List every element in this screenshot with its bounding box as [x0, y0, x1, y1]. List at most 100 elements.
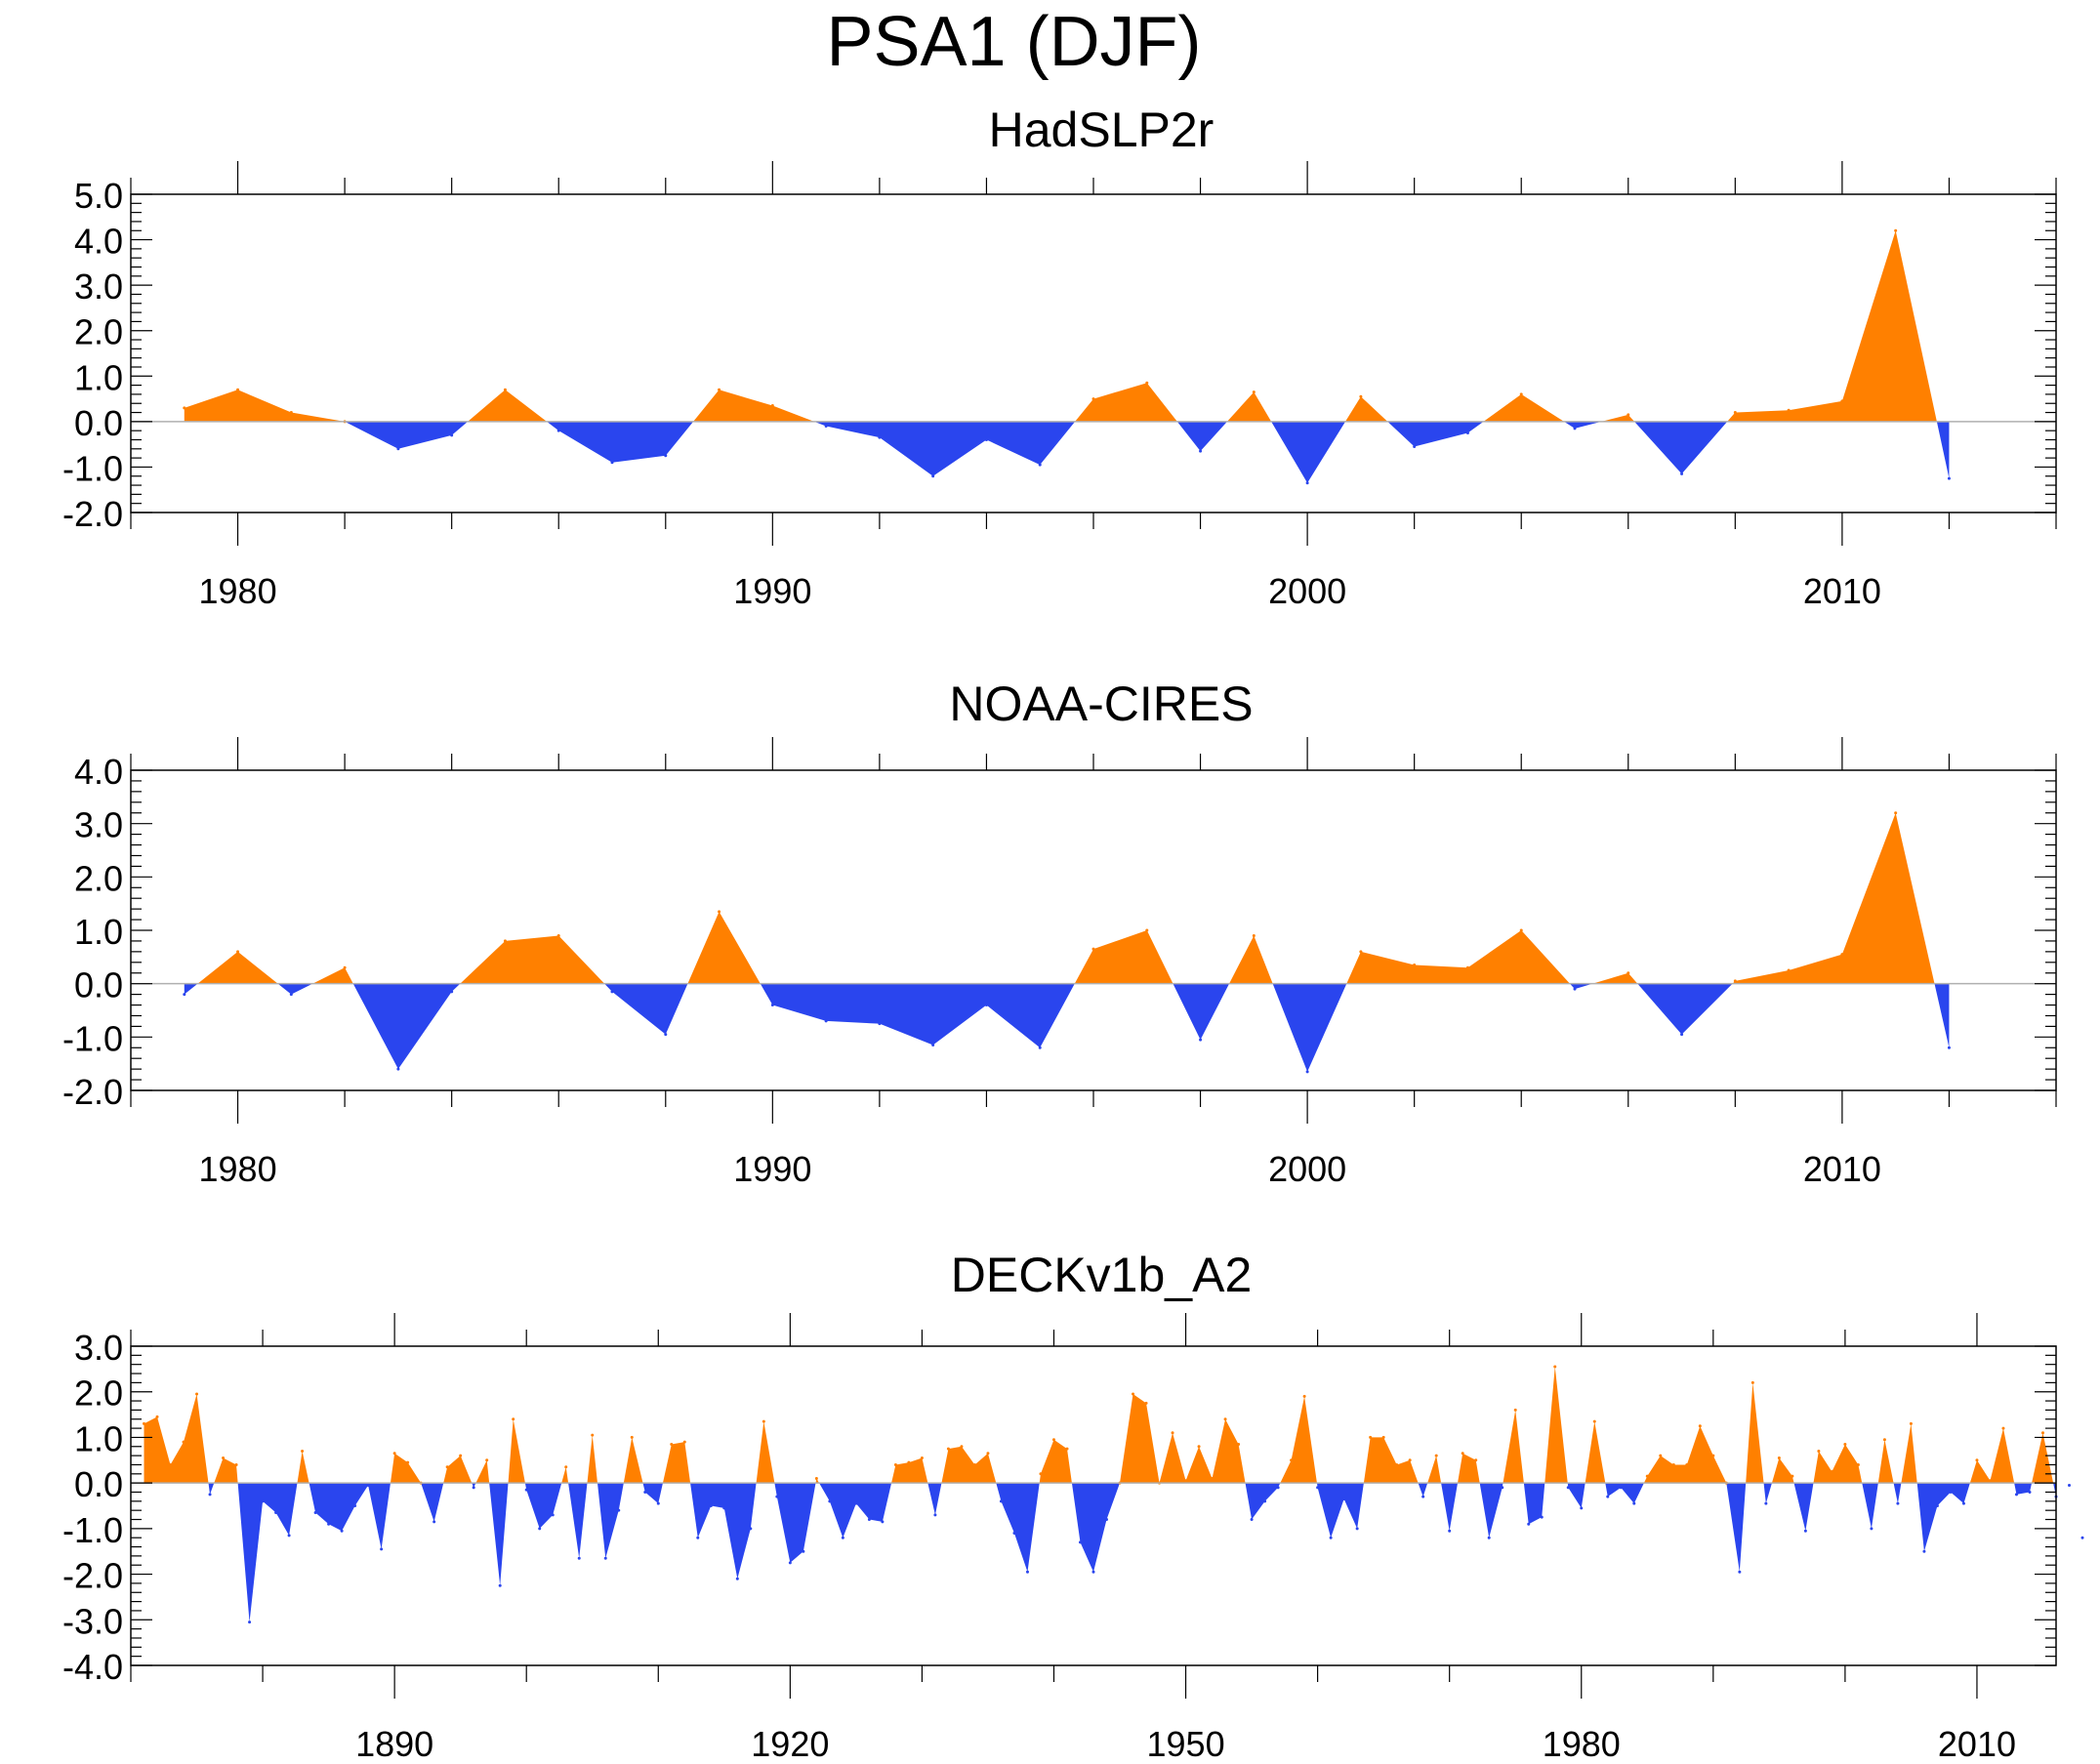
data-point: [1211, 1476, 1215, 1480]
data-point: [1276, 1486, 1280, 1490]
data-point: [556, 429, 560, 432]
data-point: [287, 1534, 291, 1538]
data-point: [1645, 1474, 1649, 1478]
data-point: [1840, 399, 1844, 403]
data-point: [564, 1465, 568, 1469]
data-point: [289, 411, 293, 415]
data-point: [1474, 1458, 1478, 1462]
data-point: [143, 1421, 146, 1425]
data-point: [709, 1504, 713, 1507]
data-point: [1961, 1501, 1965, 1505]
data-point: [841, 1536, 844, 1539]
data-point: [670, 1442, 674, 1446]
data-point: [1223, 1417, 1227, 1421]
figure-title: PSA1 (DJF): [826, 3, 1202, 81]
data-point: [236, 388, 240, 391]
data-point: [610, 461, 614, 465]
data-point: [1145, 381, 1149, 385]
data-point: [1738, 1570, 1742, 1574]
data-point: [2080, 1536, 2084, 1539]
data-point: [1566, 1486, 1570, 1490]
x-tick-label: 1980: [199, 1149, 277, 1189]
y-tick-label: -1.0: [62, 448, 123, 488]
data-point: [984, 1004, 988, 1007]
data-point: [603, 1556, 607, 1560]
data-point: [718, 910, 721, 914]
data-point: [1501, 1486, 1504, 1490]
data-point: [2001, 1426, 2005, 1430]
data-point: [1573, 427, 1577, 431]
data-point: [1947, 1046, 1951, 1049]
positive-anomaly-area: [197, 812, 1935, 984]
data-point: [1408, 1458, 1412, 1462]
data-point: [1025, 1570, 1029, 1574]
data-point: [696, 1536, 700, 1539]
data-point: [261, 1499, 265, 1503]
data-point: [643, 1490, 647, 1494]
data-point: [907, 1460, 911, 1464]
x-tick-label: 1890: [355, 1724, 433, 1764]
y-tick-label: 3.0: [74, 267, 123, 307]
data-point: [1573, 987, 1577, 991]
data-point: [854, 1501, 858, 1505]
data-point: [1750, 1380, 1754, 1384]
data-point: [2068, 1483, 2072, 1487]
data-point: [1553, 1365, 1557, 1369]
data-point: [1487, 1536, 1491, 1539]
data-point: [1448, 1529, 1452, 1533]
data-point: [1329, 1536, 1333, 1539]
data-point: [1105, 1518, 1109, 1522]
data-point: [406, 1460, 410, 1464]
data-point: [1711, 1454, 1715, 1457]
panel-noaa-cires: NOAA-CIRES 4.0 3.0 2.0 1.0 0.0 -1.0 -2.0 1980 19…: [62, 677, 2057, 1189]
data-point: [1830, 1469, 1833, 1473]
data-point: [1606, 1495, 1610, 1498]
y-tick-label: 2.0: [74, 312, 123, 352]
data-point: [1305, 1070, 1309, 1074]
data-point: [327, 1522, 331, 1526]
data-point: [195, 1392, 199, 1396]
data-point: [396, 447, 400, 451]
data-point: [301, 1449, 305, 1453]
data-point: [1413, 444, 1417, 448]
data-point: [1078, 1540, 1082, 1544]
data-point: [503, 939, 507, 943]
y-tick-label: 1.0: [74, 357, 123, 397]
data-point: [770, 1004, 774, 1007]
data-point: [1250, 1518, 1254, 1522]
data-point: [1421, 1495, 1425, 1498]
x-tick-label: 1990: [733, 1149, 811, 1189]
x-tick-label: 1920: [751, 1724, 829, 1764]
y-tick-label: 0.0: [74, 1464, 123, 1504]
data-point: [824, 1019, 828, 1023]
data-point: [1949, 1490, 1953, 1494]
data-point: [931, 474, 935, 478]
data-point: [1039, 1472, 1043, 1476]
data-point: [1359, 950, 1363, 954]
data-point: [1199, 1038, 1203, 1042]
data-point: [1144, 1401, 1148, 1405]
data-point: [1787, 408, 1791, 412]
data-point: [1199, 449, 1203, 453]
data-point: [946, 1447, 950, 1451]
data-point: [1935, 1504, 1939, 1507]
data-point: [556, 933, 560, 937]
data-point: [591, 1433, 595, 1437]
data-point: [1671, 1462, 1675, 1466]
data-point: [353, 1504, 357, 1507]
data-point: [881, 1520, 885, 1524]
data-point: [234, 1462, 238, 1466]
data-point: [1038, 463, 1042, 467]
data-point: [1237, 1442, 1241, 1446]
data-point: [1381, 1435, 1385, 1439]
data-point: [1263, 1499, 1267, 1503]
data-point: [878, 435, 882, 439]
data-point: [1184, 1479, 1188, 1483]
y-tick-label: 3.0: [74, 805, 123, 845]
data-point: [1132, 1392, 1135, 1396]
data-point: [1870, 1527, 1874, 1531]
plot-frame: [130, 193, 2057, 513]
x-tick-label: 2010: [1938, 1724, 2016, 1764]
data-point: [1513, 1408, 1517, 1412]
